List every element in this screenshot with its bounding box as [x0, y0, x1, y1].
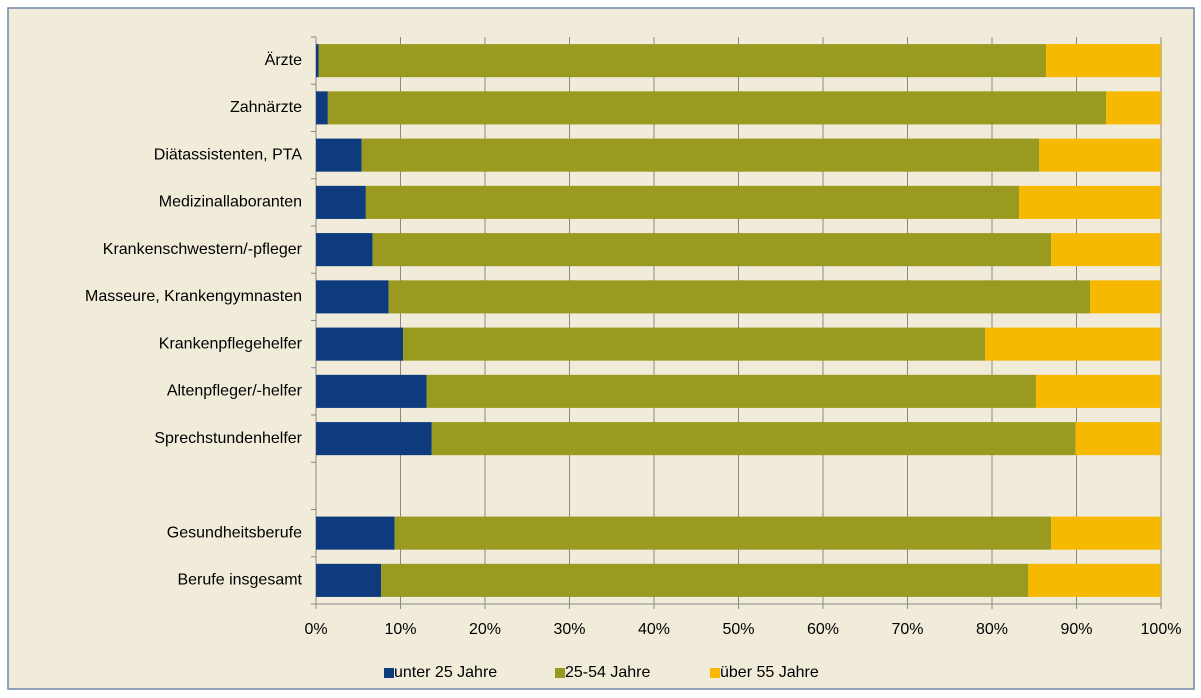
bar-segment [1090, 280, 1161, 314]
bar-segment [985, 327, 1161, 361]
y-tick-label: Diätassistenten, PTA [154, 146, 303, 163]
bar-segment [316, 374, 427, 408]
bar-segment [316, 91, 328, 125]
bar-segment [316, 327, 404, 361]
x-tick-label: 10% [384, 621, 416, 638]
x-tick-label: 100% [1141, 621, 1182, 638]
x-tick-label: 0% [304, 621, 327, 638]
bar-segment [316, 233, 373, 267]
x-tick-label: 80% [976, 621, 1008, 638]
x-tick-label: 90% [1060, 621, 1092, 638]
bar-segment [388, 280, 1091, 314]
bar-segment [1046, 44, 1161, 78]
x-tick-label: 70% [891, 621, 923, 638]
legend-label: über 55 Jahre [720, 664, 819, 681]
bar-segment [1051, 233, 1161, 267]
y-tick-label: Ärzte [265, 51, 302, 69]
bar-segment [365, 185, 1020, 219]
y-tick-label: Berufe insgesamt [177, 572, 302, 589]
x-tick-label: 50% [722, 621, 754, 638]
y-tick-label: Krankenpflegehelfer [159, 335, 303, 352]
legend-swatch [555, 668, 565, 678]
bar-segment [1035, 374, 1161, 408]
bar-segment [316, 422, 432, 456]
y-tick-label: Masseure, Krankengymnasten [85, 288, 302, 305]
y-tick-label: Medizinallaboranten [159, 194, 302, 211]
bar-segment [1075, 422, 1161, 456]
bar-segment [1106, 91, 1161, 125]
bar-segment [316, 516, 395, 550]
y-tick-label: Zahnärzte [230, 99, 302, 116]
x-tick-label: 40% [638, 621, 670, 638]
bar-segment [426, 374, 1036, 408]
bar-segment [431, 422, 1076, 456]
bar-segment [318, 44, 1047, 78]
y-tick-label: Gesundheitsberufe [167, 524, 302, 541]
bar-segment [1028, 563, 1161, 597]
bar-segment [394, 516, 1052, 550]
bar-segment [372, 233, 1052, 267]
legend-swatch [384, 668, 394, 678]
bar-segment [316, 563, 382, 597]
legend-swatch [710, 668, 720, 678]
x-tick-label: 30% [553, 621, 585, 638]
bar-segment [361, 138, 1040, 172]
bar-segment [316, 138, 362, 172]
legend-label: 25-54 Jahre [565, 664, 650, 681]
bar-segment [316, 280, 389, 314]
y-tick-label: Krankenschwestern/-pfleger [103, 241, 303, 258]
x-tick-label: 20% [469, 621, 501, 638]
bar-segment [1019, 185, 1161, 219]
bar-segment [403, 327, 986, 361]
legend-label: unter 25 Jahre [394, 664, 497, 681]
y-tick-label: Sprechstundenhelfer [154, 430, 302, 447]
x-tick-label: 60% [807, 621, 839, 638]
bar-segment [316, 185, 366, 219]
bar-segment [1039, 138, 1161, 172]
bar-segment [327, 91, 1107, 125]
bar-segment [381, 563, 1029, 597]
y-tick-label: Altenpfleger/-helfer [167, 383, 303, 400]
bar-segment [316, 44, 319, 78]
bar-segment [1051, 516, 1161, 550]
